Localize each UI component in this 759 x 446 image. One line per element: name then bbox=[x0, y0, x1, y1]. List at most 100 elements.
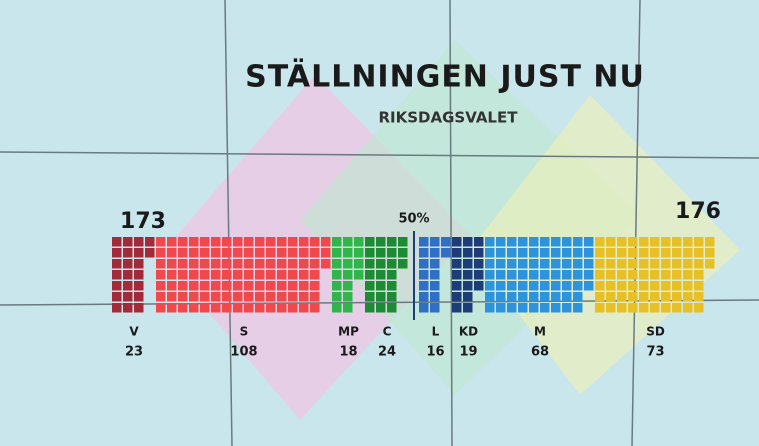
seat bbox=[639, 270, 649, 280]
seat bbox=[551, 292, 561, 302]
seat bbox=[452, 303, 462, 313]
seat bbox=[178, 237, 188, 247]
seat bbox=[430, 259, 440, 269]
seat bbox=[189, 259, 199, 269]
seat bbox=[156, 259, 166, 269]
seat bbox=[266, 270, 276, 280]
seat bbox=[474, 281, 484, 291]
seat bbox=[134, 292, 144, 302]
bloc-total: 176 bbox=[675, 199, 721, 224]
seat bbox=[705, 259, 715, 269]
seat bbox=[211, 303, 221, 313]
seat bbox=[398, 248, 408, 258]
seat bbox=[288, 270, 298, 280]
seat bbox=[134, 259, 144, 269]
seat bbox=[584, 248, 594, 258]
seat bbox=[343, 248, 353, 258]
seat bbox=[562, 259, 572, 269]
seat bbox=[255, 303, 265, 313]
seat bbox=[299, 248, 309, 258]
seat bbox=[507, 281, 517, 291]
seat bbox=[189, 270, 199, 280]
seat bbox=[321, 237, 331, 247]
seat bbox=[683, 248, 693, 258]
party-seats bbox=[419, 237, 451, 313]
seat bbox=[310, 237, 320, 247]
seat bbox=[419, 237, 429, 247]
party-name: KD bbox=[459, 325, 478, 339]
seat bbox=[332, 237, 342, 247]
seat bbox=[156, 270, 166, 280]
seat bbox=[244, 248, 254, 258]
seat bbox=[694, 281, 704, 291]
seat bbox=[485, 237, 495, 247]
seat bbox=[672, 292, 682, 302]
seat bbox=[310, 259, 320, 269]
seat bbox=[233, 281, 243, 291]
party-seats bbox=[452, 237, 484, 313]
seat bbox=[376, 248, 386, 258]
seat bbox=[694, 259, 704, 269]
seat bbox=[299, 237, 309, 247]
seat bbox=[354, 270, 364, 280]
seat bbox=[584, 270, 594, 280]
seat bbox=[211, 259, 221, 269]
seat bbox=[299, 281, 309, 291]
seat bbox=[639, 248, 649, 258]
seat bbox=[178, 303, 188, 313]
seat bbox=[200, 248, 210, 258]
seat bbox=[387, 281, 397, 291]
seat bbox=[266, 248, 276, 258]
seat bbox=[277, 292, 287, 302]
party-name: L bbox=[432, 325, 440, 339]
seat bbox=[672, 303, 682, 313]
seat bbox=[222, 281, 232, 291]
seat bbox=[573, 270, 583, 280]
seat bbox=[683, 303, 693, 313]
seat bbox=[222, 292, 232, 302]
seat bbox=[573, 248, 583, 258]
seat bbox=[419, 248, 429, 258]
seat bbox=[419, 303, 429, 313]
seat bbox=[343, 259, 353, 269]
chart-title: STÄLLNINGEN JUST NU bbox=[245, 59, 645, 95]
seat bbox=[441, 237, 451, 247]
seat bbox=[123, 248, 133, 258]
seat bbox=[277, 270, 287, 280]
party-seats bbox=[485, 237, 594, 313]
seat bbox=[178, 281, 188, 291]
seat bbox=[705, 237, 715, 247]
seat bbox=[387, 303, 397, 313]
seat bbox=[661, 270, 671, 280]
seat bbox=[156, 237, 166, 247]
seat bbox=[617, 237, 627, 247]
seat bbox=[288, 292, 298, 302]
seat bbox=[134, 303, 144, 313]
seat bbox=[200, 292, 210, 302]
seat bbox=[200, 303, 210, 313]
seat bbox=[430, 248, 440, 258]
seat bbox=[452, 237, 462, 247]
seat bbox=[672, 281, 682, 291]
decor-diamond bbox=[470, 95, 740, 395]
seat bbox=[606, 303, 616, 313]
seat bbox=[474, 259, 484, 269]
seat bbox=[650, 303, 660, 313]
seat bbox=[474, 270, 484, 280]
seat bbox=[387, 237, 397, 247]
seat bbox=[694, 303, 704, 313]
seat bbox=[661, 259, 671, 269]
seat bbox=[387, 292, 397, 302]
seat bbox=[650, 259, 660, 269]
seat bbox=[573, 237, 583, 247]
seat bbox=[277, 281, 287, 291]
seat bbox=[617, 270, 627, 280]
seat bbox=[584, 237, 594, 247]
seat bbox=[310, 303, 320, 313]
seat bbox=[398, 237, 408, 247]
seat bbox=[299, 270, 309, 280]
seat bbox=[365, 237, 375, 247]
party-name: M bbox=[534, 325, 546, 339]
seat bbox=[683, 281, 693, 291]
seat bbox=[233, 292, 243, 302]
